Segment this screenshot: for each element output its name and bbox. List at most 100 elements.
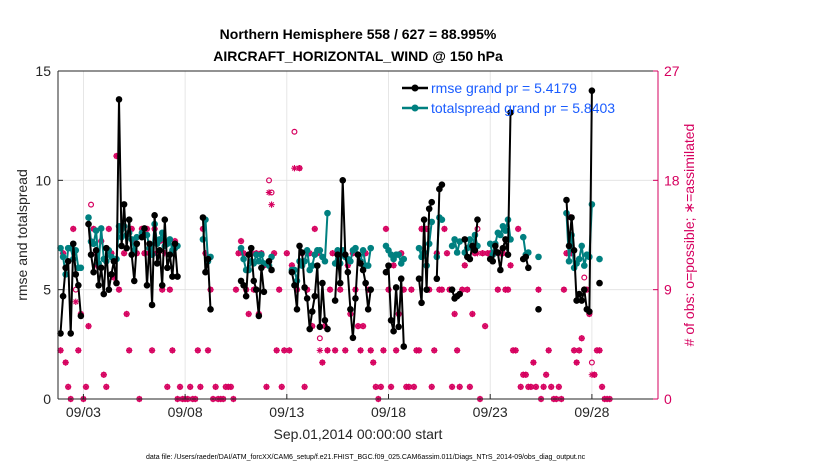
obs-assimilated-stroke [528, 384, 534, 390]
obs-assimilated-marker [591, 371, 598, 378]
obs-assimilated-stroke [195, 347, 201, 354]
obs-assimilated-marker [329, 250, 336, 257]
obs-assimilated-marker [268, 201, 275, 208]
rmse-point [596, 279, 603, 287]
obs-assimilated-marker [560, 286, 568, 293]
rmse-point [580, 286, 588, 293]
rmse-point [291, 281, 298, 289]
obs-assimilated-marker [535, 286, 542, 293]
obs-assimilated-marker [273, 347, 280, 354]
totalspread-point [575, 255, 583, 263]
totalspread-point [90, 240, 97, 248]
obs-assimilated-marker [466, 383, 474, 391]
obs-assimilated-stroke [390, 262, 397, 268]
obs-assimilated-marker [82, 383, 90, 391]
x-tick-label: 09/18 [371, 404, 406, 420]
obs-assimilated-stroke [507, 262, 514, 268]
rmse-point [382, 268, 390, 276]
obs-assimilated-stroke [515, 226, 521, 232]
x-axis-label: Sep.01,2014 00:00:00 start [274, 426, 443, 442]
obs-assimilated-stroke [411, 384, 417, 390]
totalspread-point [519, 233, 527, 241]
rmse-point [146, 240, 153, 248]
totalspread-point [308, 262, 316, 269]
obs-assimilated-marker [187, 383, 194, 391]
rmse-point [174, 273, 181, 280]
obs-assimilated-stroke [116, 287, 122, 293]
rmse-point [97, 264, 105, 272]
totalspread-point [596, 255, 603, 263]
x-tick-label: 09/13 [269, 404, 304, 420]
rmse-point [321, 316, 329, 324]
obs-assimilated-marker [504, 286, 512, 293]
obs-assimilated-marker [103, 383, 110, 391]
obs-assimilated-marker [359, 322, 367, 330]
totalspread-point [258, 251, 265, 258]
obs-assimilated-stroke [246, 311, 252, 317]
totalspread-point [497, 231, 504, 239]
obs-assimilated-marker [319, 359, 326, 366]
obs-assimilated-stroke [342, 347, 348, 354]
obs-assimilated-stroke [579, 335, 585, 341]
rmse-point [314, 262, 321, 269]
obs-assimilated-stroke [469, 311, 476, 317]
obs-assimilated-stroke [286, 347, 292, 354]
obs-assimilated-stroke [444, 250, 450, 256]
legend-rmse-label: rmse grand pr = 5.4179 [431, 80, 577, 96]
rmse-point [494, 249, 502, 256]
totalspread-point [77, 264, 85, 272]
rmse-point [392, 284, 400, 291]
rmse-point [207, 306, 214, 313]
obs-assimilated-marker [494, 286, 502, 293]
rmse-point [448, 286, 456, 293]
plot-area [58, 71, 658, 399]
rmse-point [67, 330, 75, 337]
obs-assimilated-marker [324, 347, 331, 354]
obs-assimilated-stroke [464, 287, 470, 293]
legend: rmse grand pr = 5.4179 totalspread grand… [402, 80, 615, 116]
obs-assimilated-marker [232, 286, 240, 293]
obs-assimilated-stroke [370, 359, 376, 366]
obs-assimilated-marker [573, 359, 580, 366]
obs-assimilated-stroke [449, 384, 455, 390]
obs-assimilated-marker [227, 383, 235, 391]
totalspread-point [92, 227, 100, 234]
obs-assimilated-marker [555, 383, 563, 391]
rmse-point [268, 266, 275, 274]
obs-assimilated-stroke [324, 347, 331, 354]
totalspread-point [451, 236, 458, 243]
obs-assimilated-stroke [383, 226, 389, 232]
obs-assimilated-marker [453, 347, 461, 354]
obs-assimilated-stroke [429, 384, 435, 390]
rmse-point [151, 212, 158, 219]
obs-assimilated-stroke [149, 347, 155, 354]
obs-assimilated-stroke [103, 384, 109, 390]
x-tick-label: 09/08 [168, 404, 203, 420]
rmse-point [288, 268, 296, 276]
y-left-tick-label: 0 [43, 391, 51, 407]
legend-rmse-marker [411, 84, 419, 92]
rmse-point [565, 242, 573, 250]
totalspread-point [448, 242, 456, 250]
obs-assimilated-marker [148, 347, 156, 354]
rmse-point [420, 216, 428, 223]
rmse-point [575, 290, 583, 298]
rmse-point [461, 236, 469, 243]
rmse-point [69, 240, 77, 248]
obs-assimilated-marker [596, 347, 603, 354]
obs-assimilated-marker [540, 383, 547, 391]
totalspread-point [156, 236, 163, 243]
totalspread-point [400, 255, 408, 263]
rmse-point [158, 281, 166, 289]
obs-assimilated-marker [507, 262, 514, 269]
rmse-point [316, 323, 324, 331]
obs-assimilated-marker [331, 347, 339, 354]
rmse-point [255, 312, 263, 320]
rmse-point [471, 247, 479, 254]
rmse-point [164, 264, 171, 272]
obs-assimilated-stroke [416, 347, 422, 354]
obs-assimilated-marker [377, 383, 385, 391]
rmse-point [341, 251, 349, 258]
totalspread-point [565, 257, 573, 265]
y-axis-right-label: # of obs: o=possible; ∗=assimilated [681, 124, 697, 347]
